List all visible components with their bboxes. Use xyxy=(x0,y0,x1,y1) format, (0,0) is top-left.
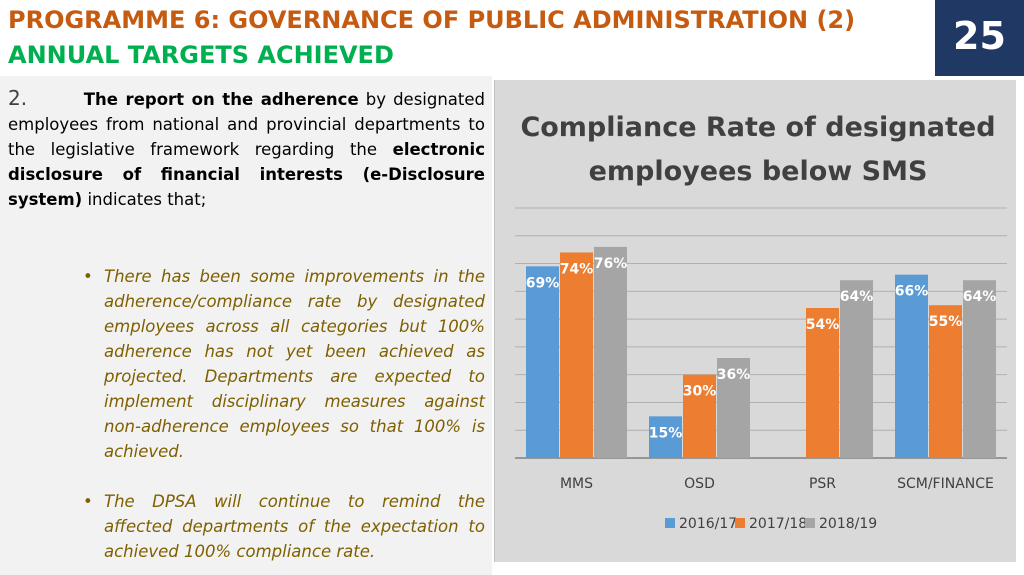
bar-data-label: 64% xyxy=(963,289,997,305)
chart-title-line-1: Compliance Rate of designated xyxy=(520,112,995,143)
point-text-1: by designated employees from national an… xyxy=(8,90,486,159)
bar-osd-2017-18 xyxy=(683,374,716,458)
slide-title: PROGRAMME 6: GOVERNANCE OF PUBLIC ADMINI… xyxy=(8,6,856,34)
bullet-text-2: The DPSA will continue to remind the aff… xyxy=(104,492,485,561)
compliance-bar-chart: Compliance Rate of designated employees … xyxy=(515,112,1007,532)
bar-mms-2017-18 xyxy=(560,252,593,458)
bar-data-label: 36% xyxy=(717,367,751,383)
bar-psr-2018-19 xyxy=(840,280,873,458)
chart-bars xyxy=(526,246,996,458)
chart-panel: Compliance Rate of designated employees … xyxy=(492,76,1024,575)
legend-label: 2017/18 xyxy=(749,516,807,532)
bullet-item-1: • There has been some improvements in th… xyxy=(80,264,485,464)
bullet-dot-icon: • xyxy=(83,492,93,511)
bar-mms-2016-17 xyxy=(526,266,559,458)
chart-legend: 2016/17 2017/18 2018/19 xyxy=(665,516,877,532)
bar-data-label: 15% xyxy=(649,425,683,441)
chart-category-labels: MMS OSD PSR SCM/FINANCE xyxy=(560,476,994,492)
bar-data-label: 69% xyxy=(526,275,560,291)
bar-osd-2016-17 xyxy=(649,416,682,458)
point-text-2: indicates that; xyxy=(82,190,207,209)
bar-scm-finance-2016-17 xyxy=(895,274,928,458)
chart-image-area: Compliance Rate of designated employees … xyxy=(494,80,1016,562)
legend-swatch xyxy=(735,518,745,528)
page-number: 25 xyxy=(953,14,1006,58)
slide-subtitle: ANNUAL TARGETS ACHIEVED xyxy=(8,41,394,69)
category-label: OSD xyxy=(684,476,715,492)
legend-swatch xyxy=(805,518,815,528)
bar-data-label: 66% xyxy=(895,284,929,300)
text-panel: 2. The report on the adherence by design… xyxy=(0,76,492,575)
category-label: PSR xyxy=(809,476,836,492)
point-bold-text-1: The report on the adherence xyxy=(83,90,359,109)
bar-data-label: 30% xyxy=(683,384,717,400)
bar-scm-finance-2017-18 xyxy=(929,305,962,458)
bar-data-label: 64% xyxy=(840,289,874,305)
legend-label: 2016/17 xyxy=(679,516,737,532)
point-bold-text-2: electronic disclosure of financial inter… xyxy=(8,140,485,209)
bar-data-label: 54% xyxy=(806,317,840,333)
category-label: MMS xyxy=(560,476,593,492)
legend-label: 2018/19 xyxy=(819,516,877,532)
bar-psr-2017-18 xyxy=(806,308,839,458)
legend-swatch xyxy=(665,518,675,528)
bar-mms-2018-19 xyxy=(594,246,627,458)
bar-data-label: 76% xyxy=(594,256,628,272)
bar-scm-finance-2018-19 xyxy=(963,280,996,458)
chart-title-line-2: employees below SMS xyxy=(589,156,928,187)
bar-osd-2018-19 xyxy=(717,358,750,458)
chart-data-labels: 69%74% 76%15%30%36%54%64% 66%55%64% xyxy=(526,256,997,441)
bar-data-label: 55% xyxy=(929,314,963,330)
slide-header: PROGRAMME 6: GOVERNANCE OF PUBLIC ADMINI… xyxy=(0,0,935,76)
bullet-text-1: There has been some improvements in the … xyxy=(104,267,485,461)
point-paragraph: 2. The report on the adherence by design… xyxy=(8,86,485,212)
page-number-box: 25 xyxy=(935,0,1024,76)
bullet-item-2: • The DPSA will continue to remind the a… xyxy=(80,489,485,564)
bullet-dot-icon: • xyxy=(83,267,93,286)
point-number: 2. xyxy=(8,86,28,110)
bullet-list: • There has been some improvements in th… xyxy=(80,264,485,564)
bar-data-label: 74% xyxy=(560,261,594,277)
category-label: SCM/FINANCE xyxy=(897,476,994,492)
